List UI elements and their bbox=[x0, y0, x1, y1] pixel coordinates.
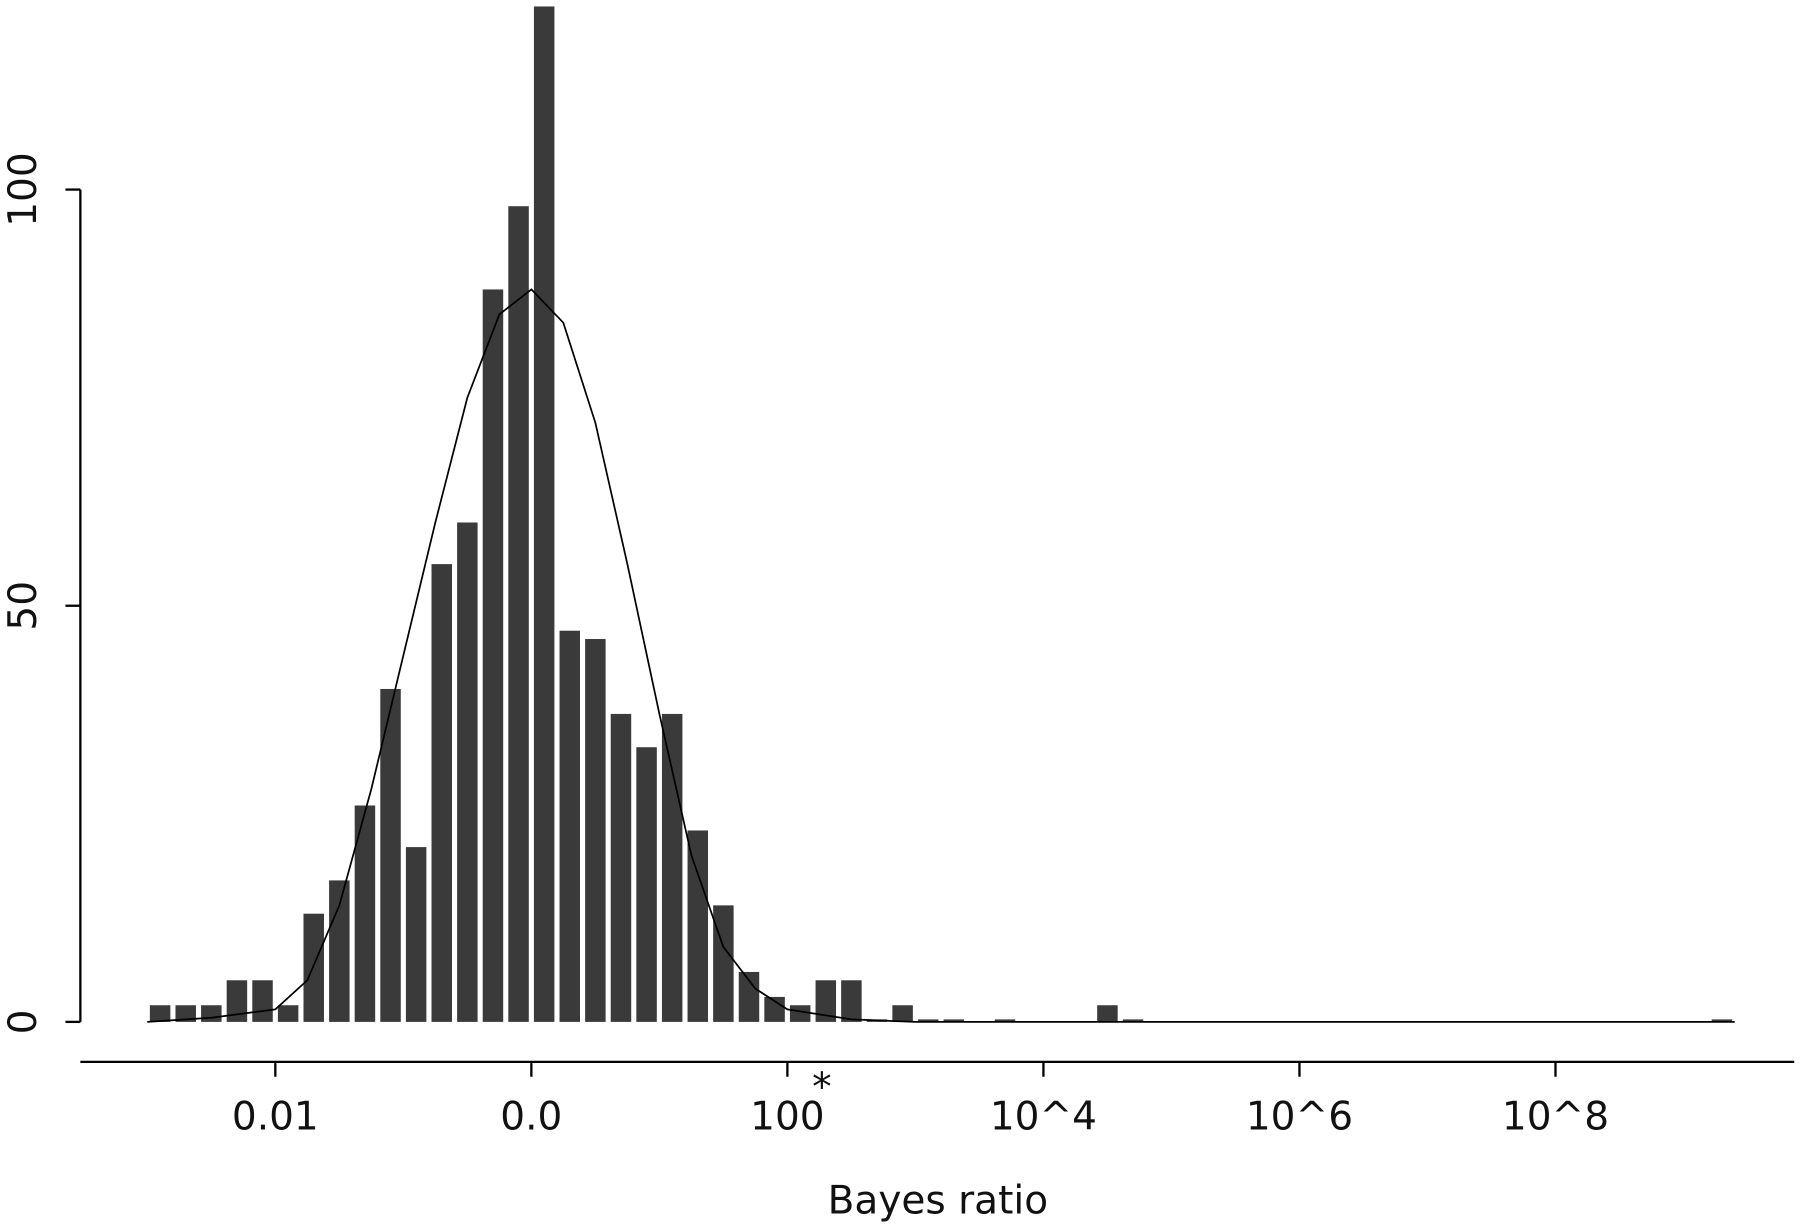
x-tick-label: 0.01 bbox=[232, 1095, 319, 1140]
bar bbox=[585, 639, 606, 1022]
bar bbox=[1122, 1019, 1144, 1022]
bar bbox=[329, 880, 350, 1022]
bar bbox=[559, 630, 581, 1022]
y-tick-label: 0 bbox=[1, 1009, 46, 1034]
bar bbox=[636, 747, 657, 1022]
bar bbox=[380, 688, 401, 1022]
bar bbox=[687, 830, 709, 1022]
bar bbox=[738, 971, 760, 1022]
bar bbox=[201, 1005, 222, 1022]
bar bbox=[994, 1019, 1016, 1022]
bar bbox=[713, 905, 734, 1022]
bar bbox=[354, 805, 376, 1022]
y-tick-label: 50 bbox=[1, 581, 46, 631]
bar bbox=[764, 996, 785, 1022]
x-axis-label: Bayes ratio bbox=[828, 1179, 1048, 1224]
bar bbox=[610, 713, 632, 1022]
x-tick-label: 0.0 bbox=[500, 1095, 562, 1140]
bar bbox=[917, 1019, 939, 1022]
bar bbox=[533, 6, 555, 1022]
bar bbox=[226, 980, 248, 1022]
bar bbox=[303, 913, 324, 1022]
bar bbox=[789, 1005, 811, 1022]
bar bbox=[405, 847, 427, 1022]
bar bbox=[1711, 1019, 1733, 1022]
x-tick-label: 10^4 bbox=[990, 1095, 1097, 1140]
bar bbox=[252, 980, 273, 1022]
y-tick-label: 100 bbox=[1, 152, 46, 226]
bar bbox=[661, 713, 683, 1022]
bar bbox=[943, 1019, 965, 1022]
bar bbox=[841, 980, 862, 1022]
x-tick-label: 10^8 bbox=[1502, 1095, 1609, 1140]
x-tick-label: 10^6 bbox=[1246, 1095, 1353, 1140]
annotation: * bbox=[812, 1065, 832, 1110]
bar bbox=[892, 1005, 913, 1022]
bar bbox=[482, 289, 504, 1022]
bar bbox=[457, 522, 478, 1022]
bar bbox=[431, 564, 452, 1022]
bar bbox=[1097, 1005, 1118, 1022]
bar bbox=[277, 1005, 299, 1022]
bar bbox=[815, 980, 837, 1022]
density-curve bbox=[147, 288, 1735, 1023]
bar bbox=[149, 1005, 171, 1022]
bar bbox=[175, 1005, 196, 1022]
x-tick-label: 100 bbox=[750, 1095, 824, 1140]
bar bbox=[508, 206, 529, 1022]
